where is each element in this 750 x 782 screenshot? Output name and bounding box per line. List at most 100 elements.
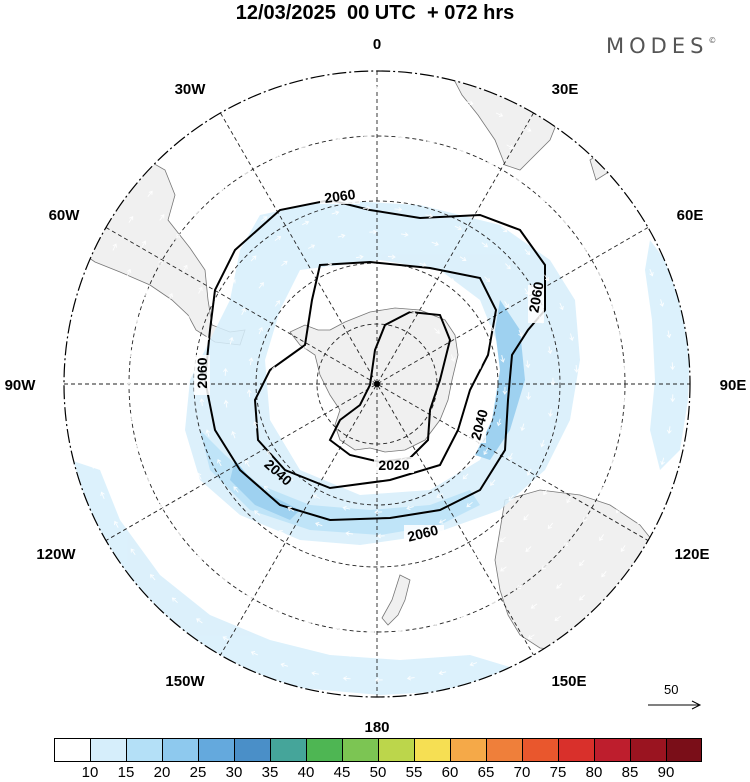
- wind-vector-arrow: [566, 496, 572, 504]
- africa-land: [449, 71, 561, 171]
- lon-label-150e: 150E: [551, 673, 586, 690]
- antarctica-land: [289, 307, 459, 453]
- wind-vector-arrow: [551, 144, 558, 150]
- colorbar-swatch: [90, 738, 126, 762]
- colorbar-swatch: [342, 738, 378, 762]
- wind-vector-arrow: [465, 100, 474, 106]
- wind-vector-arrow: [505, 263, 511, 270]
- wind-vector-arrow: [159, 503, 164, 511]
- wind-vector-arrow: [508, 452, 513, 461]
- wind-vector-arrow: [379, 581, 388, 587]
- wind-vector-arrow: [477, 361, 482, 370]
- wind-vector-arrow: [559, 302, 564, 311]
- colorbar-swatch: [594, 738, 630, 762]
- wind-vector-arrow: [339, 87, 348, 93]
- wind-vector-arrow: [398, 555, 407, 561]
- wind-vector-arrow: [540, 439, 545, 448]
- wind-vector-arrow: [150, 386, 156, 395]
- wind-vector-arrow: [670, 362, 675, 371]
- south-america-land: [67, 149, 246, 346]
- contour-label-bg: [470, 405, 486, 443]
- wind-vector-arrow: [524, 127, 532, 132]
- wind-vector-arrow: [350, 110, 359, 116]
- wind-vector-arrow: [229, 336, 234, 345]
- wind-vector-arrow: [271, 366, 277, 374]
- wind-vector-arrow: [367, 557, 376, 563]
- wind-vector-arrow: [173, 479, 178, 487]
- colorbar-tick-label: 45: [333, 764, 351, 781]
- wind-vector-arrow: [543, 488, 548, 496]
- wind-vector-arrow: [369, 229, 378, 235]
- wind-vector-arrow: [588, 311, 593, 319]
- colorbar-swatch: [126, 738, 162, 762]
- wind-vector-arrow: [574, 365, 579, 373]
- lon-label-0: 0: [373, 36, 381, 53]
- wind-vector-arrow: [312, 494, 320, 499]
- tasmania-land: [544, 654, 566, 675]
- wind-vector-arrow: [260, 216, 268, 222]
- wind-vector-arrow: [484, 276, 491, 283]
- wind-vector-arrow: [337, 233, 346, 239]
- wind-vector-arrow: [213, 500, 220, 507]
- wind-vector-arrow: [583, 514, 588, 522]
- wind-vector-arrow: [245, 460, 250, 467]
- wind-vector-arrow: [174, 233, 180, 241]
- wind-vector-arrow: [581, 244, 587, 251]
- wind-vector-arrow: [483, 448, 489, 456]
- wind-vector-arrow: [434, 327, 440, 334]
- wind-vector-arrow: [99, 272, 104, 280]
- wind-vector-arrow: [303, 619, 312, 625]
- lon-label-90e: 90E: [720, 377, 747, 394]
- wind-vector-arrow: [145, 474, 150, 482]
- wind-vector-arrow: [126, 268, 132, 277]
- wind-vector-arrow: [134, 318, 140, 327]
- wind-vector-arrow: [411, 602, 419, 608]
- colorbar-tick-label: 40: [297, 764, 315, 781]
- colorbar: [54, 738, 702, 762]
- wind-vector-arrow: [197, 472, 202, 480]
- wind-vector-arrow: [215, 259, 221, 267]
- wind-vector-arrow: [443, 569, 451, 574]
- wind-vector-arrow: [580, 467, 586, 476]
- wind-vector-arrow: [598, 373, 604, 382]
- wind-vector-arrow: [231, 430, 236, 439]
- wind-vector-arrow: [307, 244, 316, 249]
- wind-vector-arrow: [501, 226, 508, 233]
- wind-vector-arrow: [331, 210, 340, 216]
- wind-vector-arrow: [558, 459, 563, 468]
- wind-vector-arrow: [115, 298, 120, 307]
- wind-vector-arrow: [280, 662, 289, 668]
- wind-vector-arrow: [508, 494, 514, 502]
- wind-vector-arrow: [328, 475, 336, 480]
- wind-vector-arrow: [562, 219, 568, 226]
- wind-vector-arrow: [445, 305, 452, 312]
- wind-vector-arrow: [124, 488, 130, 496]
- wind-vector-arrow: [406, 675, 415, 681]
- colorbar-swatch: [270, 738, 306, 762]
- wind-vector-arrow: [355, 254, 364, 260]
- colorbar-tick-label: 30: [225, 764, 243, 781]
- wind-vector-arrow: [354, 279, 363, 284]
- colorbar-swatch: [414, 738, 450, 762]
- wind-vector-arrow: [506, 144, 514, 150]
- wind-vector-arrow: [304, 168, 312, 173]
- wind-vector-arrow: [460, 175, 469, 181]
- wind-vector-arrow: [598, 187, 605, 194]
- lon-label-120w: 120W: [36, 546, 76, 563]
- wind-vector-arrow: [171, 597, 178, 604]
- wind-vector-arrow: [431, 241, 439, 246]
- wind-vector-arrow: [294, 374, 300, 383]
- wind-vector-arrow: [371, 85, 380, 91]
- wind-vector-arrow: [126, 381, 132, 390]
- colorbar-tick-label: 15: [117, 764, 135, 781]
- colorbar-tick-label: 25: [189, 764, 207, 781]
- wind-vector-arrow: [618, 426, 623, 435]
- wind-vector-arrow: [569, 333, 574, 341]
- colorbar-tick-label: 60: [441, 764, 459, 781]
- wind-vector-arrow: [315, 647, 323, 653]
- wind-vector-arrow: [445, 195, 453, 200]
- wind-vector-arrow: [414, 185, 423, 191]
- longitude-labels: 0 30E 60E 90E 120E 150E 180 150W 120W 90…: [5, 36, 747, 736]
- wind-vector-arrow: [334, 626, 343, 632]
- wind-vector-arrow: [438, 670, 447, 676]
